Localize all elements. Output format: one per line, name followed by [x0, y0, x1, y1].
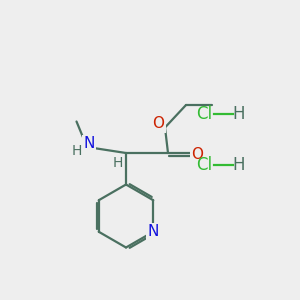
Text: H: H: [71, 144, 82, 158]
Text: H: H: [232, 105, 245, 123]
Text: Cl: Cl: [196, 156, 212, 174]
Text: H: H: [232, 156, 245, 174]
Text: N: N: [84, 136, 95, 151]
Text: O: O: [152, 116, 164, 131]
Text: O: O: [191, 147, 203, 162]
Text: H: H: [112, 156, 123, 170]
Text: Cl: Cl: [196, 105, 212, 123]
Text: N: N: [148, 224, 159, 239]
